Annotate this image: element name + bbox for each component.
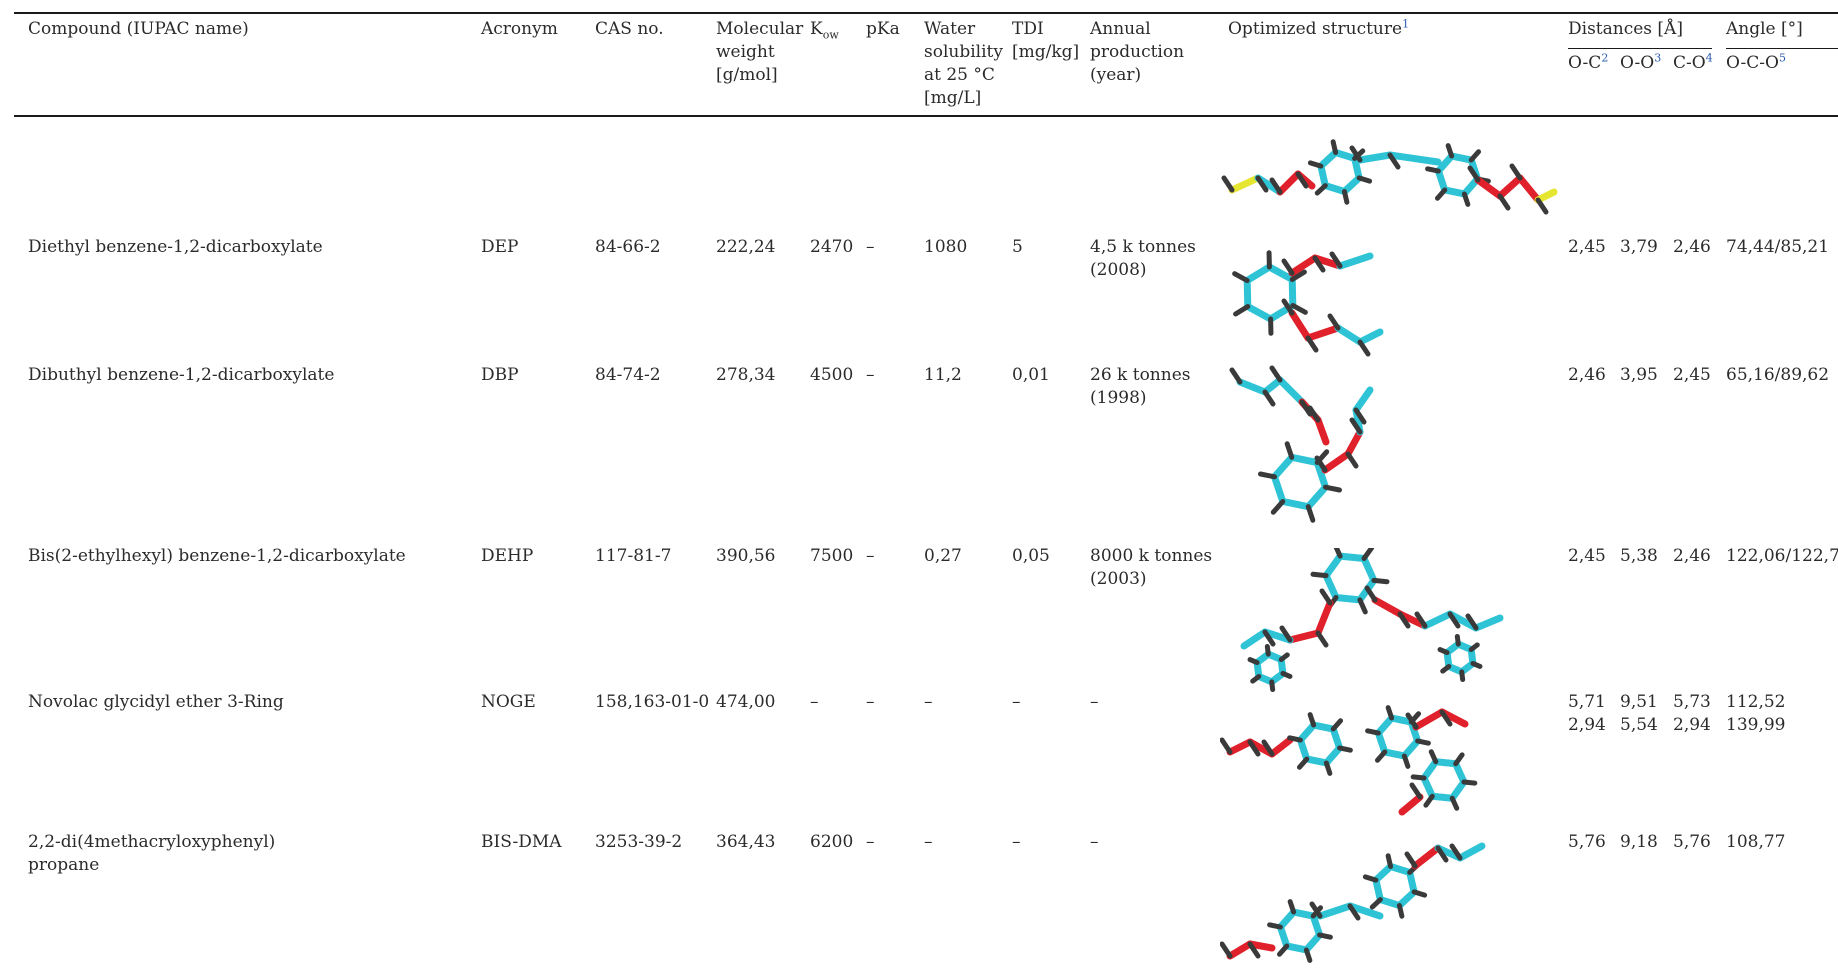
cell-solubility: – [924, 832, 933, 852]
molecule-top-overflow-image [1221, 139, 1558, 215]
cell-angle: 108,77 [1726, 832, 1786, 852]
cell-oo: 5,38 [1620, 546, 1658, 566]
cell-production: – [1090, 832, 1099, 852]
cell-production-year: (2003) [1090, 569, 1147, 589]
cell-mw: 364,43 [716, 832, 776, 852]
cell-cas: 3253-39-2 [595, 832, 683, 852]
cell-compound: Bis(2-ethylhexyl) benzene-1,2-dicarboxyl… [28, 546, 406, 566]
molecule-dehp-image [1240, 548, 1504, 693]
header-oo: O-O3 [1620, 51, 1662, 73]
cell-production-year: (2008) [1090, 260, 1147, 280]
header-angle: Angle [°] [1726, 19, 1803, 39]
cell-tdi: 0,05 [1012, 546, 1050, 566]
cell-co: 2,46 [1673, 237, 1711, 257]
cell-oo: 3,79 [1620, 237, 1658, 257]
cell-angle: 74,44/85,21 [1726, 237, 1830, 257]
table-header-rule [14, 115, 1838, 117]
cell-kow: 7500 [810, 546, 854, 566]
cell-angle: 139,99 [1726, 715, 1786, 735]
header-kow: Kow [810, 19, 839, 42]
cell-co: 2,94 [1673, 715, 1711, 735]
cell-kow: – [810, 692, 819, 712]
cell-production: 26 k tonnes [1090, 365, 1191, 385]
cell-kow: 4500 [810, 365, 854, 385]
cell-co: 5,73 [1673, 692, 1711, 712]
cell-compound: Novolac glycidyl ether 3-Ring [28, 692, 284, 712]
header-cas: CAS no. [595, 19, 664, 39]
cell-oc: 2,94 [1568, 715, 1606, 735]
cell-kow: 2470 [810, 237, 854, 257]
header-distances: Distances [Å] [1568, 19, 1683, 39]
cell-production-year: (1998) [1090, 388, 1147, 408]
cell-pka: – [866, 365, 875, 385]
cell-production: 8000 k tonnes [1090, 546, 1213, 566]
cell-angle: 65,16/89,62 [1726, 365, 1830, 385]
cell-solubility: 0,27 [924, 546, 962, 566]
cell-cas: 84-66-2 [595, 237, 661, 257]
header-oc: O-C2 [1568, 51, 1609, 73]
header-water-solubility: Water solubility at 25 °C [mg/L] [924, 19, 1003, 108]
molecule-bisdma-image [1220, 842, 1486, 963]
molecule-noge-image [1220, 705, 1478, 816]
table-top-rule [14, 12, 1838, 14]
cell-oc: 2,45 [1568, 546, 1606, 566]
cell-oc: 5,76 [1568, 832, 1606, 852]
header-molecular-weight: Molecular weight [g/mol] [716, 19, 804, 85]
cell-tdi: – [1012, 692, 1021, 712]
cell-co: 2,46 [1673, 546, 1711, 566]
cell-acronym: NOGE [481, 692, 536, 712]
cell-cas: 84-74-2 [595, 365, 661, 385]
header-pka: pKa [866, 19, 900, 39]
cell-kow: 6200 [810, 832, 854, 852]
header-annual-production: Annual production (year) [1090, 19, 1185, 85]
cell-oo: 9,51 [1620, 692, 1658, 712]
cell-oc: 5,71 [1568, 692, 1606, 712]
cell-pka: – [866, 546, 875, 566]
cell-solubility: 1080 [924, 237, 968, 257]
cell-oc: 2,45 [1568, 237, 1606, 257]
header-oco: O-C-O5 [1726, 51, 1786, 73]
cell-production: 4,5 k tonnes [1090, 237, 1196, 257]
header-compound: Compound (IUPAC name) [28, 19, 249, 39]
molecule-dep-image [1232, 250, 1384, 357]
header-optimized-structure: Optimized structure1 [1228, 17, 1410, 39]
cell-compound: 2,2-di(4methacryloxyphenyl) [28, 832, 276, 852]
angle-underline [1726, 48, 1838, 49]
cell-compound-line2: propane [28, 855, 100, 875]
cell-acronym: BIS-DMA [481, 832, 562, 852]
cell-angle: 112,52 [1726, 692, 1786, 712]
cell-mw: 390,56 [716, 546, 776, 566]
cell-solubility: 11,2 [924, 365, 962, 385]
cell-acronym: DEP [481, 237, 519, 257]
cell-tdi: – [1012, 832, 1021, 852]
cell-mw: 474,00 [716, 692, 776, 712]
cell-cas: 158,163-01-0 [595, 692, 710, 712]
cell-pka: – [866, 832, 875, 852]
cell-acronym: DBP [481, 365, 519, 385]
cell-co: 2,45 [1673, 365, 1711, 385]
distances-underline [1568, 48, 1712, 49]
cell-mw: 222,24 [716, 237, 776, 257]
cell-oo: 5,54 [1620, 715, 1658, 735]
cell-pka: – [866, 237, 875, 257]
header-co: C-O4 [1673, 51, 1713, 73]
cell-acronym: DEHP [481, 546, 534, 566]
cell-compound: Diethyl benzene-1,2-dicarboxylate [28, 237, 323, 257]
cell-mw: 278,34 [716, 365, 776, 385]
cell-oo: 3,95 [1620, 365, 1658, 385]
cell-cas: 117-81-7 [595, 546, 672, 566]
cell-oo: 9,18 [1620, 832, 1658, 852]
cell-solubility: – [924, 692, 933, 712]
cell-pka: – [866, 692, 875, 712]
cell-tdi: 5 [1012, 237, 1023, 257]
molecule-dbp-image [1229, 365, 1374, 523]
cell-oc: 2,46 [1568, 365, 1606, 385]
cell-compound: Dibuthyl benzene-1,2-dicarboxylate [28, 365, 335, 385]
header-acronym: Acronym [481, 19, 558, 39]
header-tdi: TDI [mg/kg] [1012, 19, 1080, 62]
cell-co: 5,76 [1673, 832, 1711, 852]
cell-angle: 122,06/122,75 [1726, 546, 1838, 566]
cell-production: – [1090, 692, 1099, 712]
cell-tdi: 0,01 [1012, 365, 1050, 385]
